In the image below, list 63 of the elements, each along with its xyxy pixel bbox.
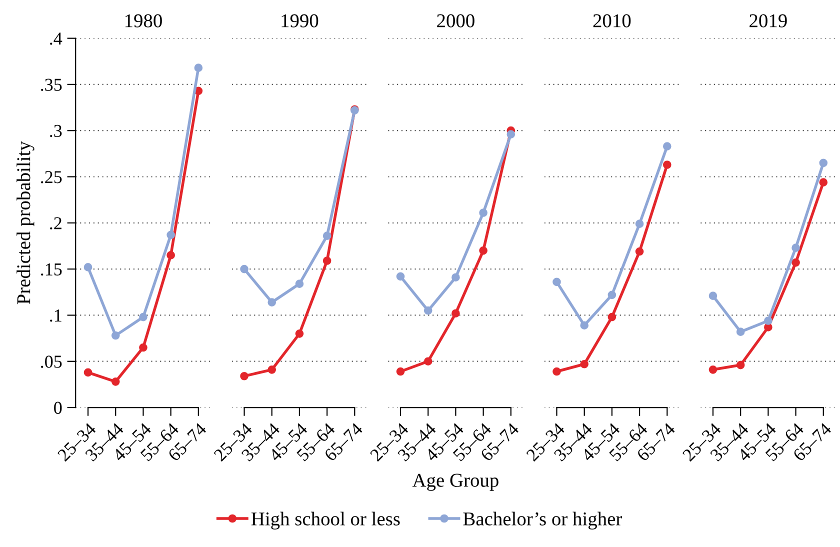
point (608, 290, 616, 300)
point (240, 372, 248, 380)
point (194, 64, 203, 72)
point (708, 292, 718, 300)
point (736, 360, 745, 370)
point (580, 360, 589, 368)
y-tick-label: .4 (50, 32, 62, 45)
chart-title: 1990 (282, 14, 318, 28)
point (552, 367, 561, 376)
point (608, 312, 616, 322)
point (322, 256, 332, 265)
point (635, 220, 644, 228)
point (452, 273, 460, 282)
chart-title: 1980 (125, 14, 162, 28)
point (792, 258, 800, 267)
point (792, 244, 800, 252)
point (166, 230, 175, 240)
y-tick-label: .15 (41, 263, 62, 276)
y-axis-title: Predicted probability (16, 141, 34, 304)
point (424, 306, 432, 315)
point (635, 247, 644, 256)
y-tick-label: 0 (54, 402, 62, 414)
point (479, 208, 488, 217)
point (736, 328, 745, 336)
legend-label: High school or less (251, 512, 400, 530)
point (295, 330, 304, 338)
point (764, 316, 772, 325)
chart-title: 2010 (593, 14, 631, 28)
point (552, 278, 561, 286)
point (166, 251, 175, 260)
y-tick-label: .35 (41, 78, 62, 91)
point (424, 357, 432, 366)
point (84, 368, 92, 377)
point (580, 321, 589, 330)
point (268, 298, 276, 306)
point (396, 272, 405, 281)
point (396, 367, 405, 376)
point (84, 263, 92, 272)
legend-label: Bachelor’s or higher (463, 512, 622, 530)
y-tick-label: .05 (41, 356, 62, 368)
y-tick-label: .2 (50, 217, 62, 230)
point (819, 158, 828, 168)
point (662, 160, 672, 169)
x-axis-title: Age Group (412, 474, 498, 491)
point (268, 366, 276, 374)
point (322, 232, 332, 240)
y-tick-label: .1 (50, 310, 62, 322)
chart-title: 2019 (750, 14, 787, 28)
point (139, 343, 148, 352)
y-tick-label: .3 (50, 124, 62, 138)
point (295, 280, 304, 288)
chart-title: 2000 (437, 14, 474, 28)
point (111, 378, 120, 386)
point (506, 130, 516, 138)
point (111, 331, 120, 340)
point (708, 366, 718, 374)
point (240, 264, 248, 274)
point (479, 246, 488, 255)
point (452, 309, 460, 318)
point (139, 312, 148, 322)
point (819, 178, 828, 186)
point (662, 142, 672, 150)
y-tick-label: .25 (41, 171, 62, 184)
